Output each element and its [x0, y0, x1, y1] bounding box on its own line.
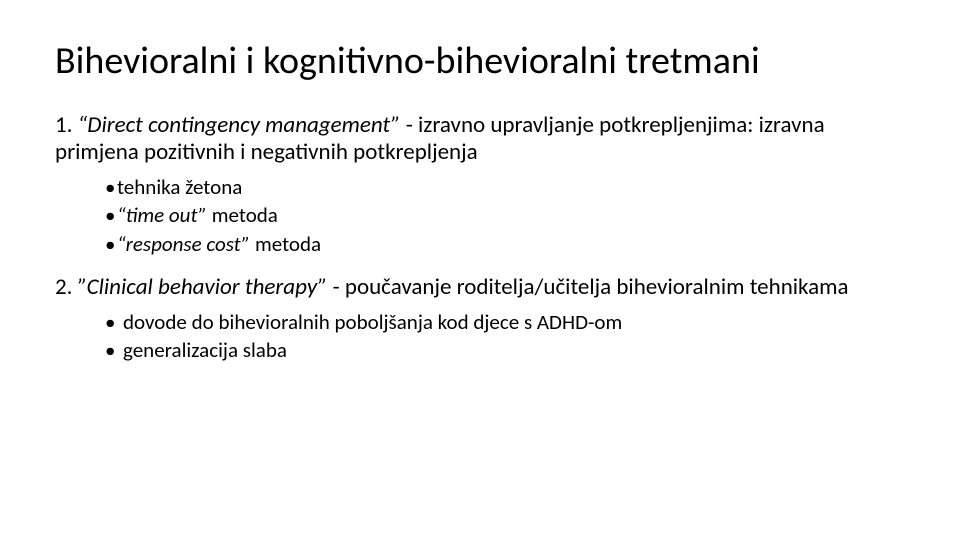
point-1-italic: “Direct contingency management”: [78, 111, 401, 139]
slide: Bihevioralni i kognitivno-bihevioralni t…: [0, 0, 960, 540]
list-item: “response cost” metoda: [105, 230, 905, 258]
list-item: generalizacija slaba: [105, 336, 905, 364]
bullet-italic: “time out”: [117, 202, 207, 228]
bullet-pre: generalizacija slaba: [123, 337, 287, 363]
bullet-italic: “response cost”: [117, 231, 250, 257]
list-item: tehnika žetona: [105, 173, 905, 201]
point-1: 1. “Direct contingency management” - izr…: [55, 112, 905, 167]
point-1-sublist: tehnika žetona “time out” metoda “respon…: [55, 173, 905, 258]
slide-title: Bihevioralni i kognitivno-bihevioralni t…: [55, 40, 905, 84]
bullet-post: metoda: [250, 231, 321, 257]
point-2-sublist: dovode do bihevioralnih poboljšanja kod …: [55, 308, 905, 365]
bullet-pre: tehnika žetona: [117, 174, 242, 200]
list-item: “time out” metoda: [105, 201, 905, 229]
bullet-pre: dovode do bihevioralnih poboljšanja kod …: [123, 309, 622, 335]
point-1-number: 1.: [55, 111, 78, 139]
list-item: dovode do bihevioralnih poboljšanja kod …: [105, 308, 905, 336]
bullet-post: metoda: [207, 202, 278, 228]
point-2: 2. ”Clinical behavior therapy” - poučava…: [55, 274, 905, 302]
point-2-rest: - poučavanje roditelja/učitelja bihevior…: [327, 273, 848, 301]
point-2-italic: ”Clinical behavior therapy”: [78, 273, 328, 301]
point-2-number: 2.: [55, 273, 78, 301]
